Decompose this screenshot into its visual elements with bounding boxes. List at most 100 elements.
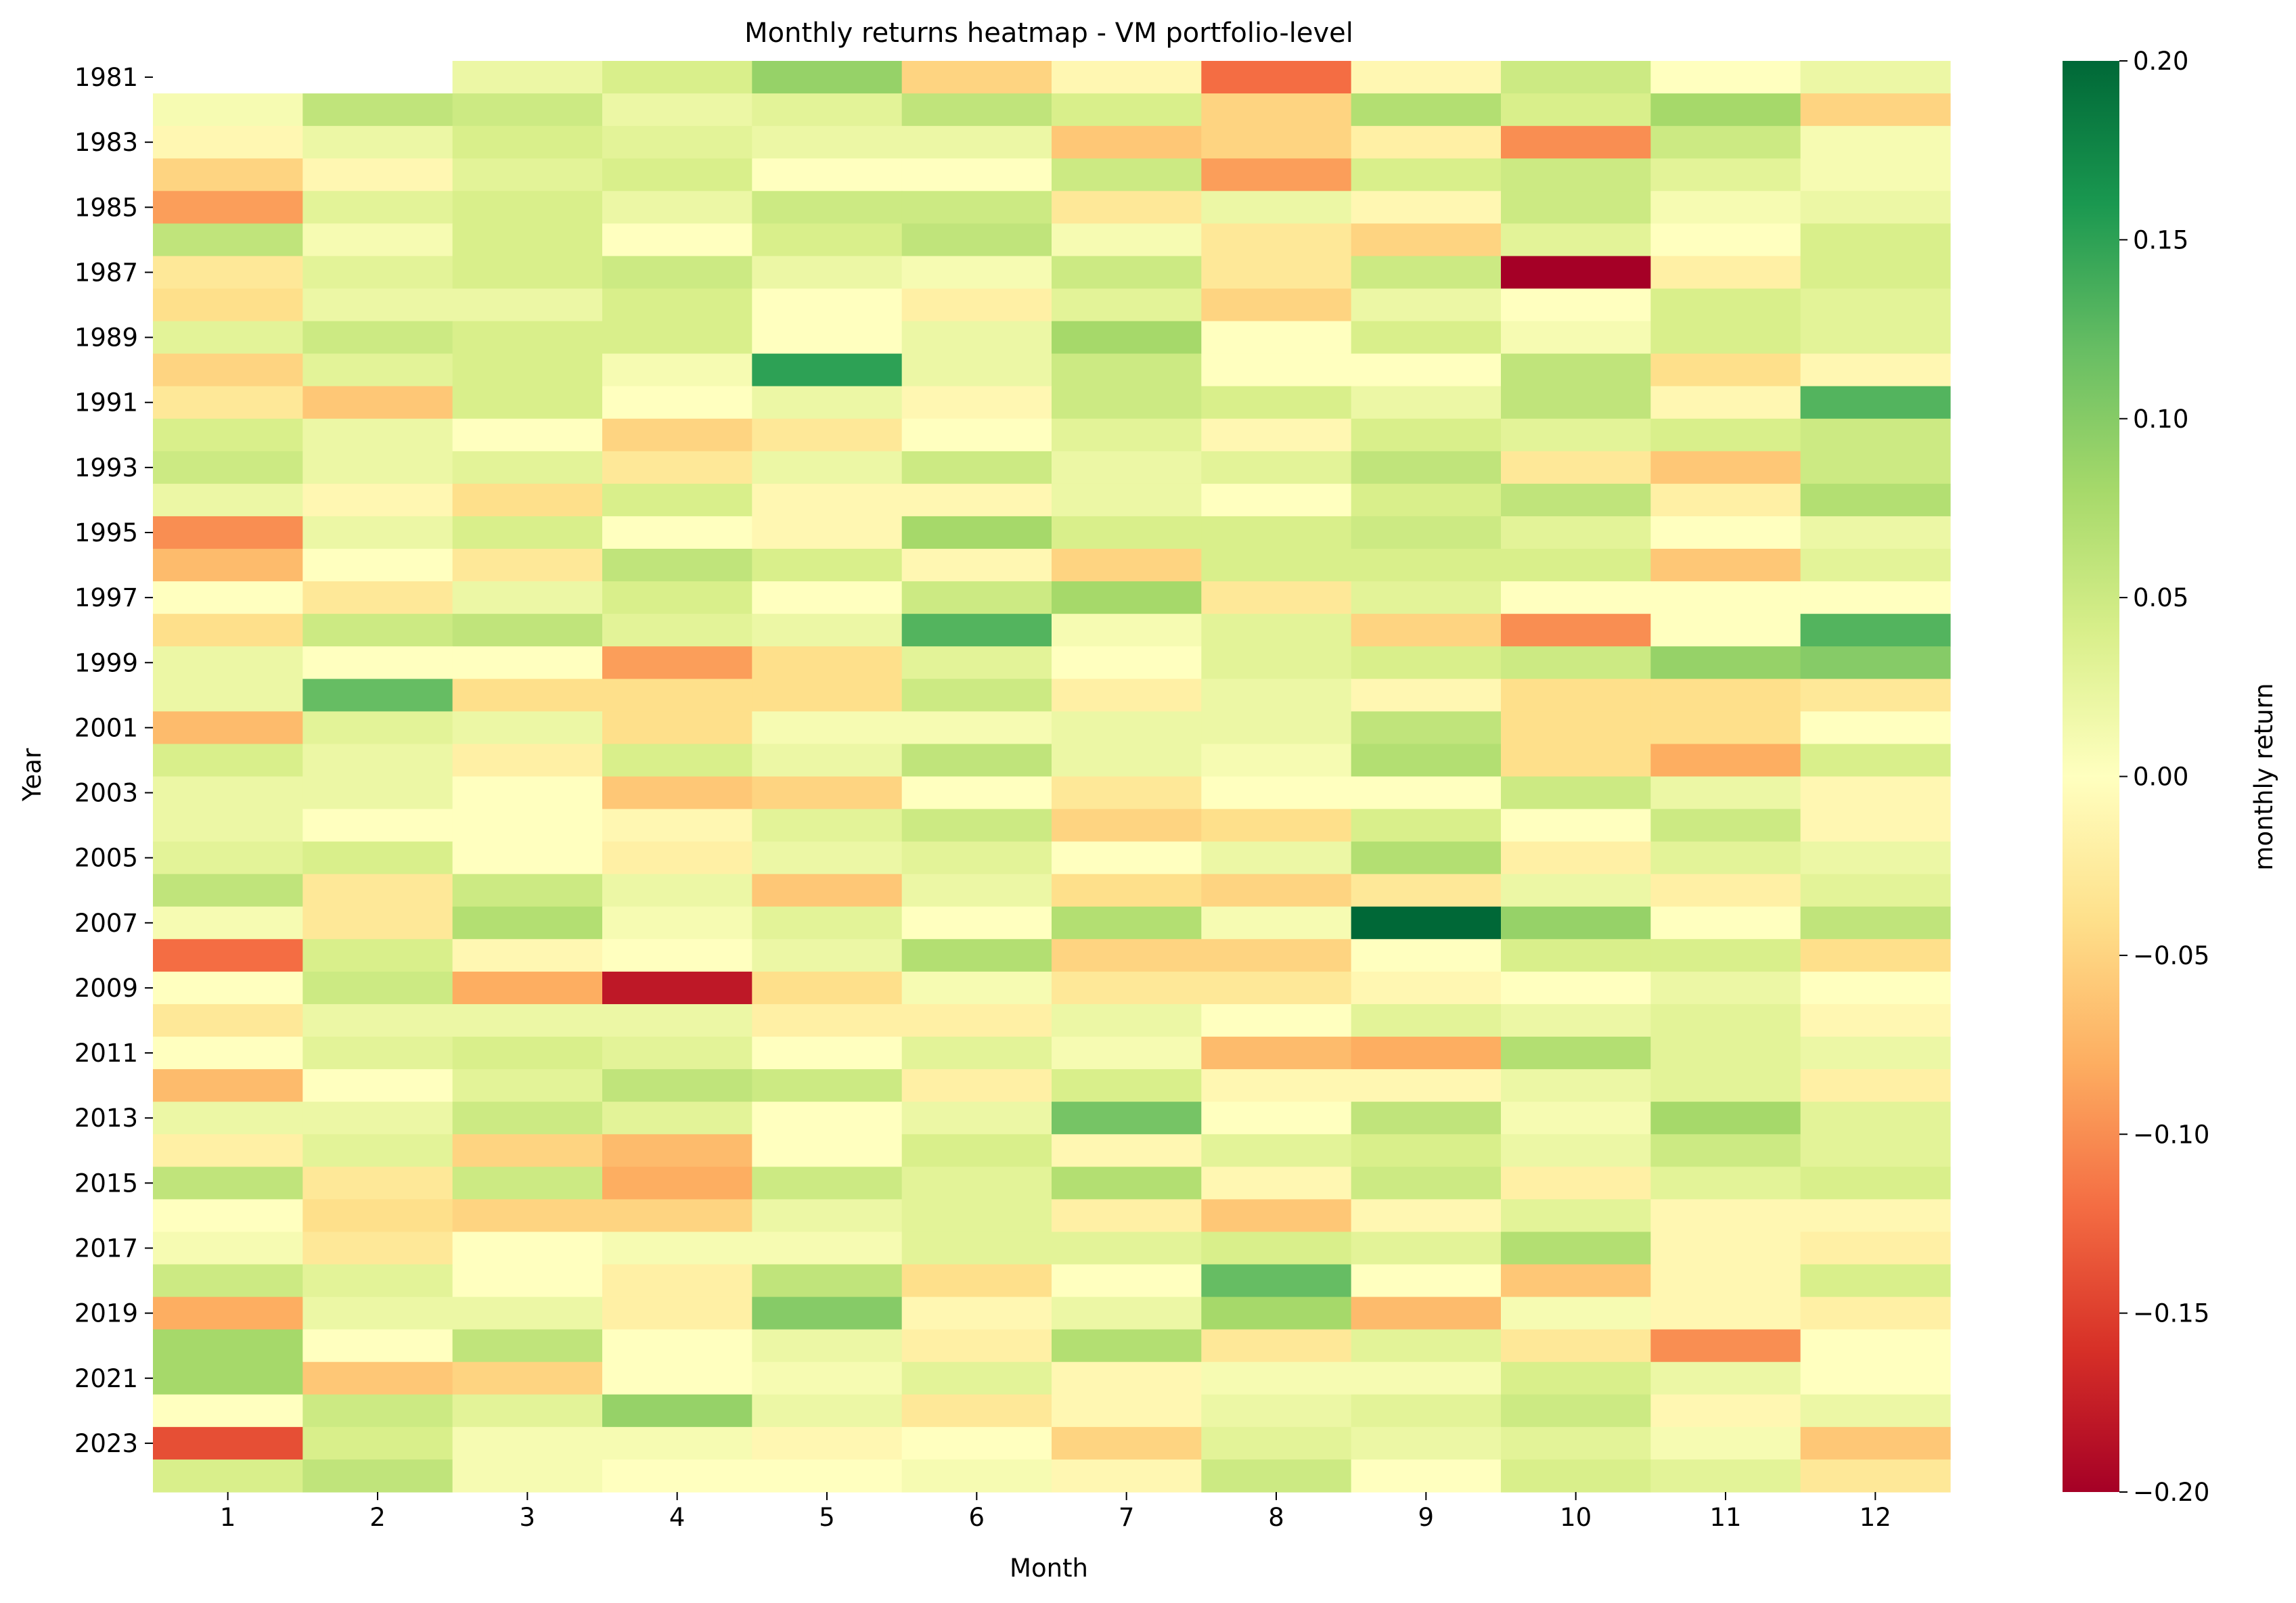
heatmap-cell	[452, 1394, 603, 1428]
heatmap-cell	[752, 516, 903, 549]
heatmap-cell	[1650, 191, 1801, 224]
heatmap-cell	[1052, 776, 1202, 810]
heatmap-cell	[302, 776, 453, 810]
heatmap-cell	[752, 126, 903, 159]
y-tick-label: 2001	[74, 713, 138, 742]
heatmap-cell	[1052, 1003, 1202, 1037]
heatmap-cell	[1501, 256, 1651, 290]
heatmap-cell	[153, 191, 303, 224]
heatmap-cell	[452, 256, 603, 290]
y-tick-label: 1999	[74, 648, 138, 677]
heatmap-cell	[302, 191, 453, 224]
x-axis-ticks: 1 2 3 4 5 6 7 8 9 10 11 12	[220, 1492, 1891, 1532]
heatmap-cell	[901, 1361, 1052, 1395]
heatmap-cell	[1052, 483, 1202, 517]
y-tick-label: 2023	[74, 1429, 138, 1458]
heatmap-cell	[901, 939, 1052, 972]
heatmap-cell	[901, 776, 1052, 810]
heatmap-cell	[1201, 679, 1352, 712]
heatmap-cell	[153, 1134, 303, 1167]
heatmap-cell	[1201, 614, 1352, 647]
heatmap-cell	[1650, 744, 1801, 777]
heatmap-cell	[1800, 1069, 1951, 1102]
heatmap-cell	[1650, 874, 1801, 907]
heatmap-cell	[901, 61, 1052, 94]
heatmap-cell	[302, 1037, 453, 1070]
heatmap-cell	[901, 1037, 1052, 1070]
heatmap-cell	[153, 1003, 303, 1037]
heatmap-cell	[1201, 126, 1352, 159]
heatmap-cell	[602, 386, 752, 420]
heatmap-cell	[153, 1037, 303, 1070]
heatmap-cell	[602, 776, 752, 810]
heatmap-cell	[1201, 353, 1352, 387]
heatmap-cell	[1501, 1037, 1651, 1070]
heatmap-cell	[1650, 776, 1801, 810]
heatmap-cell	[153, 321, 303, 355]
heatmap-cell	[1650, 158, 1801, 191]
heatmap-cell	[1800, 418, 1951, 452]
heatmap-cell	[901, 1134, 1052, 1167]
heatmap-cell	[153, 1102, 303, 1135]
colorbar-label: monthly return	[2249, 683, 2278, 870]
heatmap-cell	[602, 191, 752, 224]
heatmap-cell	[1650, 809, 1801, 842]
heatmap-cell	[153, 1361, 303, 1395]
heatmap-cell	[901, 1167, 1052, 1200]
heatmap-cell	[1351, 451, 1502, 484]
heatmap-cell	[602, 1361, 752, 1395]
colorbar-tick-label: −0.05	[2133, 941, 2209, 970]
heatmap-cell	[153, 1459, 303, 1493]
heatmap-cell	[1800, 1003, 1951, 1037]
heatmap-cell	[901, 679, 1052, 712]
heatmap-cell	[1800, 191, 1951, 224]
heatmap-cell	[153, 679, 303, 712]
heatmap-cell	[153, 971, 303, 1005]
heatmap-cell	[452, 191, 603, 224]
heatmap-cell	[302, 679, 453, 712]
heatmap-cell	[1800, 158, 1951, 191]
heatmap-cell	[1201, 93, 1352, 127]
colorbar-tick-label: −0.10	[2133, 1120, 2209, 1149]
heatmap-cell	[302, 581, 453, 614]
heatmap-cell	[452, 711, 603, 745]
heatmap-cell	[1501, 581, 1651, 614]
heatmap-cell	[752, 1069, 903, 1102]
heatmap-cell	[1351, 581, 1502, 614]
heatmap-cell	[1351, 679, 1502, 712]
heatmap-cell	[1201, 158, 1352, 191]
heatmap-cell	[302, 1167, 453, 1200]
heatmap-cell	[153, 158, 303, 191]
heatmap-cell	[1501, 776, 1651, 810]
heatmap-cell	[1201, 1003, 1352, 1037]
heatmap-cell	[452, 483, 603, 517]
heatmap-cell	[1501, 126, 1651, 159]
heatmap-cell	[1351, 1426, 1502, 1460]
heatmap-cell	[752, 1329, 903, 1363]
heatmap-cell	[153, 1199, 303, 1233]
y-tick-label: 1981	[74, 63, 138, 92]
heatmap-cell	[1501, 1394, 1651, 1428]
heatmap-cell	[1052, 906, 1202, 940]
heatmap-cell	[1201, 483, 1352, 517]
heatmap-cell	[752, 321, 903, 355]
heatmap-cell	[602, 581, 752, 614]
heatmap-cell	[452, 93, 603, 127]
heatmap-cell	[153, 516, 303, 549]
heatmap-cell	[1501, 516, 1651, 549]
heatmap-cell	[1800, 614, 1951, 647]
heatmap-cell	[752, 906, 903, 940]
heatmap-cell	[602, 744, 752, 777]
heatmap-cell	[302, 1264, 453, 1298]
y-tick-label: 2005	[74, 844, 138, 873]
heatmap-cell	[1650, 321, 1801, 355]
heatmap-cell	[1351, 549, 1502, 582]
heatmap-cell	[752, 646, 903, 679]
heatmap-cell	[1351, 1003, 1502, 1037]
heatmap-cell	[1800, 549, 1951, 582]
heatmap-cell	[901, 126, 1052, 159]
heatmap-cell	[1650, 1134, 1801, 1167]
heatmap-cell	[302, 1199, 453, 1233]
heatmap-cell	[153, 939, 303, 972]
